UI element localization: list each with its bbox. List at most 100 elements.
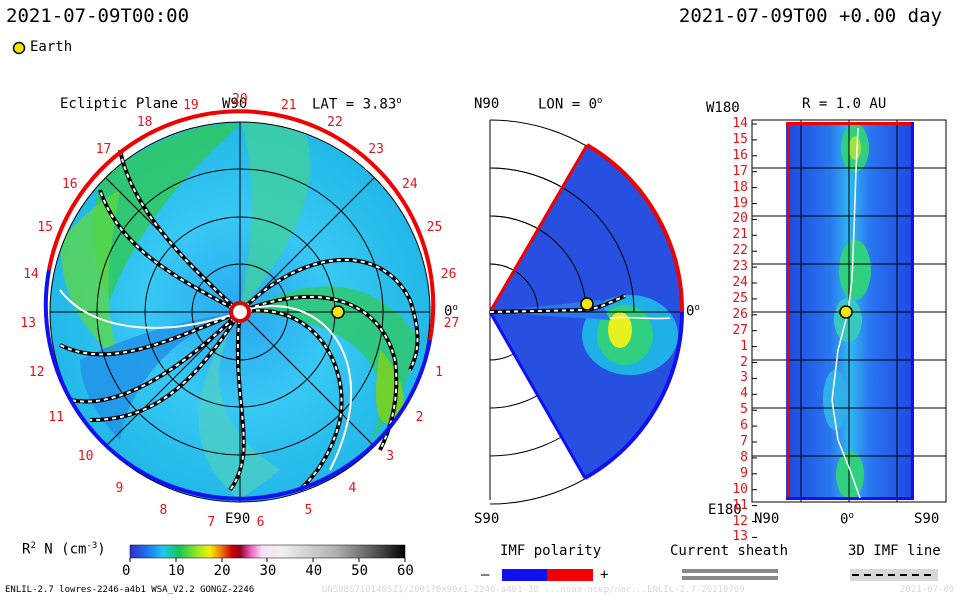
sphere-title: R = 1.0 AU <box>802 96 887 112</box>
current-sheath-title: Current sheath <box>670 543 789 559</box>
sphere-density-features <box>823 124 871 499</box>
carrington-label: 8 <box>159 503 168 519</box>
sphere-tick-label: 10 <box>732 481 748 497</box>
carrington-label: 14 <box>23 267 39 283</box>
colorbar-tick-label: 10 <box>167 563 185 579</box>
sphere-tick-label: 8 <box>740 449 748 465</box>
meridional-density-features <box>490 295 678 375</box>
ecliptic-rim-negative <box>43 269 432 501</box>
sphere-panel <box>751 119 947 538</box>
imf3d-title: 3D IMF line <box>848 543 941 559</box>
sphere-tick-label: 12 <box>732 513 748 529</box>
sphere-tick-label: 25 <box>732 290 748 306</box>
timestamp: 2021-07-09T00:00 <box>6 5 190 27</box>
imf-negative-swatch <box>502 569 547 581</box>
meridional-plane-panel <box>488 119 685 505</box>
carrington-label: 19 <box>183 97 199 113</box>
carrington-label: 18 <box>136 114 153 130</box>
ecliptic-plane-panel <box>43 109 436 503</box>
ecliptic-title: Ecliptic Plane <box>60 96 179 112</box>
sun-marker <box>229 301 251 323</box>
footer-right: 2021-07-09 <box>900 585 955 595</box>
carrington-label: 6 <box>256 514 265 530</box>
imf-polarity-title: IMF polarity <box>500 543 602 559</box>
carrington-label: 5 <box>304 503 313 519</box>
sphere-tick-label: 4 <box>740 386 748 402</box>
sphere-top-left-label: W180 <box>706 100 740 116</box>
earth-legend-label: Earth <box>30 39 73 55</box>
meridional-lon: LON = 0o <box>538 96 603 113</box>
meridional-right-label: 0o <box>686 303 700 320</box>
sphere-bottom-left-label: E180 <box>708 502 742 518</box>
ecliptic-right-label: 0o <box>444 303 458 320</box>
carrington-label: 26 <box>440 267 457 283</box>
carrington-label: 12 <box>28 364 45 380</box>
earth-marker-sphere <box>839 305 853 319</box>
carrington-label: 10 <box>77 449 94 465</box>
carrington-label: 21 <box>280 97 297 113</box>
ecliptic-lat: LAT = 3.83o <box>312 96 402 113</box>
ecliptic-density-features <box>60 122 420 500</box>
carrington-label: 20 <box>232 92 248 107</box>
elapsed-time: 2021-07-09T00 +0.00 day <box>678 5 942 27</box>
carrington-label: 11 <box>48 410 65 425</box>
colorbar-ticks <box>129 558 406 562</box>
sphere-tick-label: 19 <box>732 195 748 211</box>
carrington-label: 15 <box>37 220 53 236</box>
colorbar-tick-label: 60 <box>397 563 414 579</box>
earth-legend-icon <box>12 41 26 55</box>
imf-minus-label: – <box>481 567 490 583</box>
earth-marker-meridional <box>580 297 594 311</box>
meridional-bottom-label: S90 <box>474 511 500 527</box>
carrington-label: 1 <box>435 364 443 380</box>
sphere-tick-label: 16 <box>732 147 748 163</box>
sphere-tick-label: 5 <box>740 402 748 418</box>
carrington-label: 13 <box>20 316 36 332</box>
colorbar-tick-label: 0 <box>122 563 131 579</box>
sphere-tick-label: 15 <box>732 131 748 147</box>
carrington-label: 7 <box>207 514 216 530</box>
sphere-tick-label: 24 <box>732 275 748 290</box>
carrington-label: 17 <box>95 141 112 157</box>
colorbar-label: R2 N (cm-3) <box>22 541 106 558</box>
sheath-swatch-1 <box>682 569 778 573</box>
ecliptic-rim-positive <box>47 109 436 341</box>
footer-left: ENLIL-2.7 lowres-2246-a4b1 WSA_V2.2 GONG… <box>5 585 255 595</box>
carrington-label: 23 <box>368 141 384 157</box>
carrington-label: 16 <box>61 177 78 193</box>
sphere-x-mid: 0o <box>840 511 854 528</box>
colorbar-tick-label: 40 <box>305 563 323 579</box>
sphere-tick-label: 9 <box>740 465 748 481</box>
sphere-tick-label: 17 <box>732 163 748 179</box>
colorbar-tick-label: 50 <box>351 563 369 579</box>
sphere-tick-label: 20 <box>732 211 748 227</box>
imf-plus-label: + <box>600 567 609 583</box>
sphere-grid <box>752 120 946 502</box>
ecliptic-imf-lines <box>59 149 420 492</box>
sphere-tick-label: 14 <box>732 116 748 131</box>
sphere-tick-label: 22 <box>732 243 748 259</box>
earth-marker-ecliptic <box>331 305 345 319</box>
ecliptic-top-label: W90 <box>222 96 248 112</box>
sphere-tick-label: 1 <box>740 338 748 354</box>
sphere-tick-label: 2 <box>740 354 748 370</box>
sphere-tick-label: 6 <box>740 418 748 434</box>
sphere-x-left: N90 <box>754 511 780 527</box>
sheath-swatch-2 <box>682 576 778 580</box>
carrington-label: 2 <box>415 410 424 425</box>
sphere-tick-label: 7 <box>740 434 748 449</box>
footer-watermark: UNSUBS7101405Z1/2001?0x90x1-2246-a4b1-38… <box>322 585 745 595</box>
sphere-tick-label: 11 <box>732 497 748 513</box>
sphere-tick-label: 23 <box>732 259 748 275</box>
colorbar-tick-label: 30 <box>259 563 277 579</box>
imf-positive-swatch <box>547 569 593 581</box>
meridional-top-label: N90 <box>474 96 500 112</box>
sphere-x-right: S90 <box>914 511 940 527</box>
colorbar <box>129 544 406 559</box>
sphere-tick-label: 3 <box>740 370 748 386</box>
sphere-tick-label: 26 <box>732 306 748 322</box>
carrington-label: 9 <box>115 481 124 497</box>
sphere-tick-label: 27 <box>732 322 748 338</box>
carrington-label: 22 <box>327 114 343 130</box>
